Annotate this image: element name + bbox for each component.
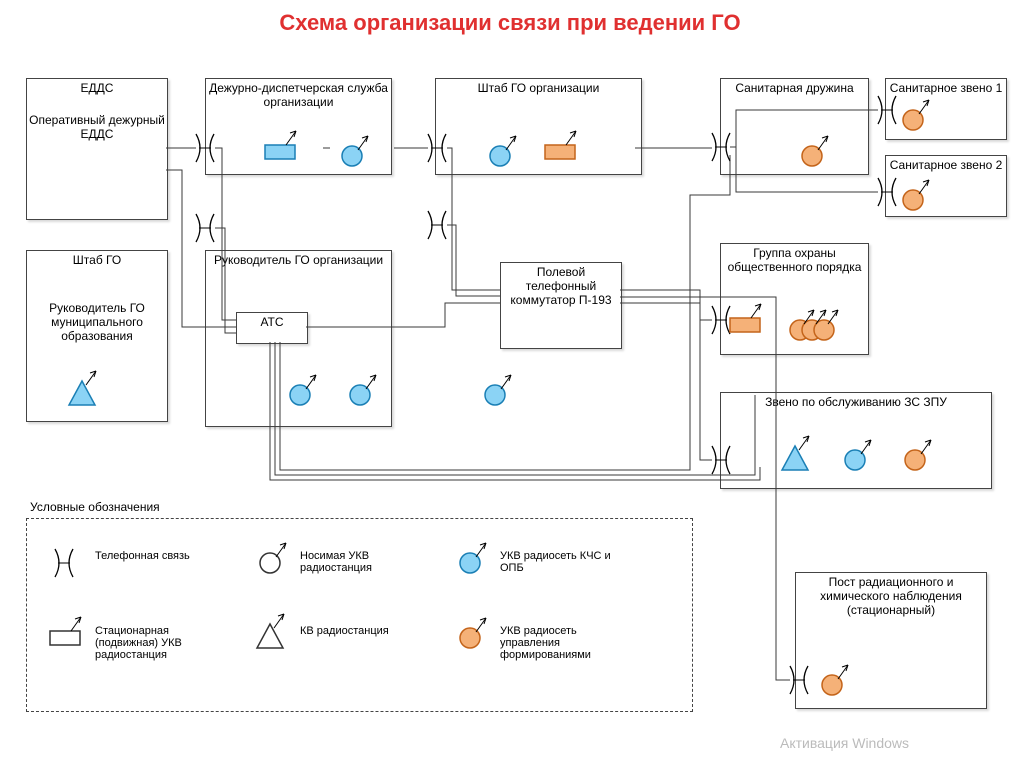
watermark: Активация Windows <box>780 735 909 751</box>
svg-text:Стационарная (подвижная) УКВ р: Стационарная (подвижная) УКВ радиостанци… <box>95 625 185 661</box>
diagram-overlay: Телефонная связь Стационарная (подвижная… <box>0 0 1024 767</box>
svg-text:Телефонная связь: Телефонная связь <box>95 550 190 562</box>
svg-text:Носимая УКВ радиостанция: Носимая УКВ радиостанция <box>300 550 372 574</box>
svg-text:УКВ радиосеть управления форми: УКВ радиосеть управления формированиями <box>500 625 591 661</box>
svg-text:УКВ радиосеть КЧС и ОПБ: УКВ радиосеть КЧС и ОПБ <box>500 550 614 574</box>
svg-text:КВ радиостанция: КВ радиостанция <box>300 625 389 637</box>
